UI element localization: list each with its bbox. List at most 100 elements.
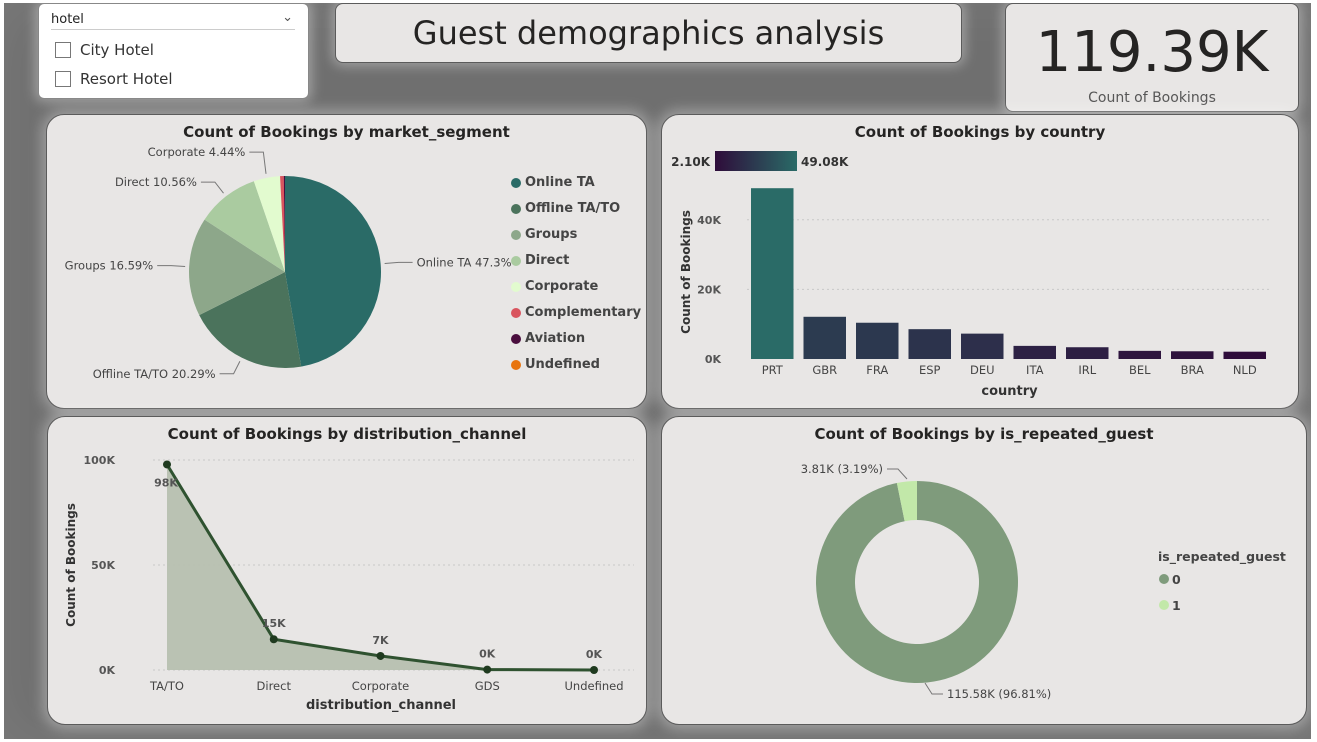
legend-item[interactable]: Complementary (511, 305, 641, 320)
legend-label: Online TA (525, 175, 595, 190)
legend-item[interactable]: Groups (511, 227, 577, 242)
pie-slice (189, 219, 285, 316)
bar (1223, 351, 1266, 359)
y-tick-label: 100K (84, 454, 116, 467)
data-point (483, 665, 492, 674)
chart-title: Count of Bookings by market_segment (183, 123, 510, 141)
pie-data-label: Online TA 47.3% (417, 255, 512, 269)
kpi-card: 119.39K Count of Bookings (1005, 3, 1299, 112)
legend-marker (511, 177, 521, 188)
pie-data-label: Offline TA/TO 20.29% (93, 367, 216, 381)
x-tick-label: BEL (1129, 363, 1151, 377)
bar (1066, 347, 1109, 359)
report-title: Guest demographics analysis (412, 14, 885, 52)
pie-slice (280, 176, 285, 272)
bar (1171, 351, 1214, 359)
bar (1118, 350, 1161, 359)
market-segment-card[interactable]: Count of Bookings by market_segment Onli… (46, 114, 647, 409)
data-label: 15K (262, 617, 286, 630)
bar (1013, 345, 1056, 359)
x-axis-title: distribution_channel (306, 698, 456, 713)
x-tick-label: ESP (919, 363, 941, 377)
legend-label: Groups (525, 227, 578, 242)
pie-data-label: Groups 16.59% (65, 259, 154, 273)
bar (803, 316, 846, 359)
bar (908, 329, 951, 359)
repeated-guest-card[interactable]: Count of Bookings by is_repeated_guest 3… (661, 416, 1307, 725)
color-scale-bar (715, 151, 797, 171)
pie-slice (204, 181, 285, 272)
x-tick-label: ITA (1026, 363, 1044, 377)
data-point (269, 635, 278, 644)
checkbox-city-hotel[interactable] (55, 42, 71, 58)
slicer-option-city-hotel[interactable]: City Hotel (55, 40, 154, 60)
y-tick-label: 50K (91, 559, 115, 572)
legend-marker (511, 281, 521, 292)
donut-slice (896, 481, 917, 522)
x-tick-label: DEU (970, 363, 995, 377)
slicer-option-label: Resort Hotel (80, 70, 173, 88)
data-point (163, 460, 171, 469)
legend-marker (1159, 600, 1169, 610)
y-tick-label: 0K (705, 353, 722, 366)
y-axis-title: Count of Bookings (64, 503, 78, 627)
pie-leader-line (249, 151, 267, 174)
legend-item[interactable]: Undefined (511, 357, 600, 372)
x-tick-label: BRA (1181, 363, 1204, 377)
x-tick-label: Undefined (565, 679, 624, 693)
chevron-down-icon[interactable]: ⌄ (282, 10, 293, 25)
distribution-channel-card[interactable]: Count of Bookings by distribution_channe… (47, 416, 647, 725)
slicer-field-label: hotel (51, 12, 84, 27)
legend-label: Complementary (525, 305, 642, 320)
x-tick-label: IRL (1078, 363, 1096, 377)
legend-item[interactable]: Direct (511, 253, 569, 268)
repeated-guest-donut: 3.81K (3.19%) 115.58K (96.81%) is_repeated… (801, 462, 1286, 701)
legend-item[interactable]: Online TA (511, 175, 595, 190)
checkbox-resort-hotel[interactable] (55, 71, 71, 87)
country-card[interactable]: Count of Bookings by country 2.10K 49.08K… (661, 114, 1299, 409)
data-point (590, 665, 598, 674)
data-label: 7K (372, 634, 389, 647)
bar (856, 322, 899, 359)
pie-data-label: Direct 10.56% (115, 175, 197, 189)
pie-leader-line (200, 181, 224, 194)
legend-label: 0 (1172, 572, 1181, 587)
pie-leader-line (157, 265, 186, 267)
legend-marker (511, 333, 521, 344)
legend-label: 1 (1172, 598, 1181, 613)
x-tick-label: GDS (475, 679, 500, 693)
data-label: 98K (154, 476, 178, 489)
hotel-dropdown[interactable]: hotel ⌄ (51, 10, 295, 30)
x-tick-label: FRA (866, 363, 888, 377)
legend-item[interactable]: Offline TA/TO (511, 201, 620, 216)
chart-title: Count of Bookings by country (854, 123, 1106, 141)
pie-slice (283, 176, 285, 272)
market-segment-pie: Online TA 47.3% Offline TA/TO 20.29% Group… (65, 145, 512, 381)
hotel-slicer[interactable]: hotel ⌄ City Hotel Resort Hotel (38, 3, 309, 99)
report-title-box: Guest demographics analysis (335, 3, 962, 63)
pie-leader-line (219, 361, 241, 375)
legend-item[interactable]: Aviation (511, 331, 585, 346)
legend-marker (511, 255, 521, 266)
legend-marker (511, 359, 521, 370)
legend-label: Corporate (525, 279, 599, 294)
pie-leader-line (384, 261, 413, 265)
bar (961, 333, 1004, 359)
country-bar-chart: 2.10K 49.08K 0K 20K 40K Count of Bookings PRT G… (671, 151, 1272, 399)
donut-data-label: 115.58K (96.81%) (947, 687, 1051, 701)
slicer-option-label: City Hotel (80, 41, 154, 59)
kpi-value: 119.39K (1035, 20, 1269, 85)
legend-item[interactable]: Corporate (511, 279, 598, 294)
slicer-option-resort-hotel[interactable]: Resort Hotel (55, 69, 173, 89)
chart-title: Count of Bookings by is_repeated_guest (814, 425, 1154, 443)
pie-slice (285, 176, 382, 367)
x-tick-label: TA/TO (149, 679, 184, 693)
chart-title: Count of Bookings by distribution_channe… (167, 425, 527, 443)
donut-slice (816, 481, 1018, 683)
y-tick-label: 0K (99, 664, 116, 677)
x-axis-title: country (981, 384, 1038, 399)
data-point (376, 651, 385, 660)
pie-data-label: Corporate 4.44% (148, 145, 246, 159)
legend-label: Aviation (525, 331, 586, 346)
x-tick-label: Corporate (352, 679, 410, 693)
